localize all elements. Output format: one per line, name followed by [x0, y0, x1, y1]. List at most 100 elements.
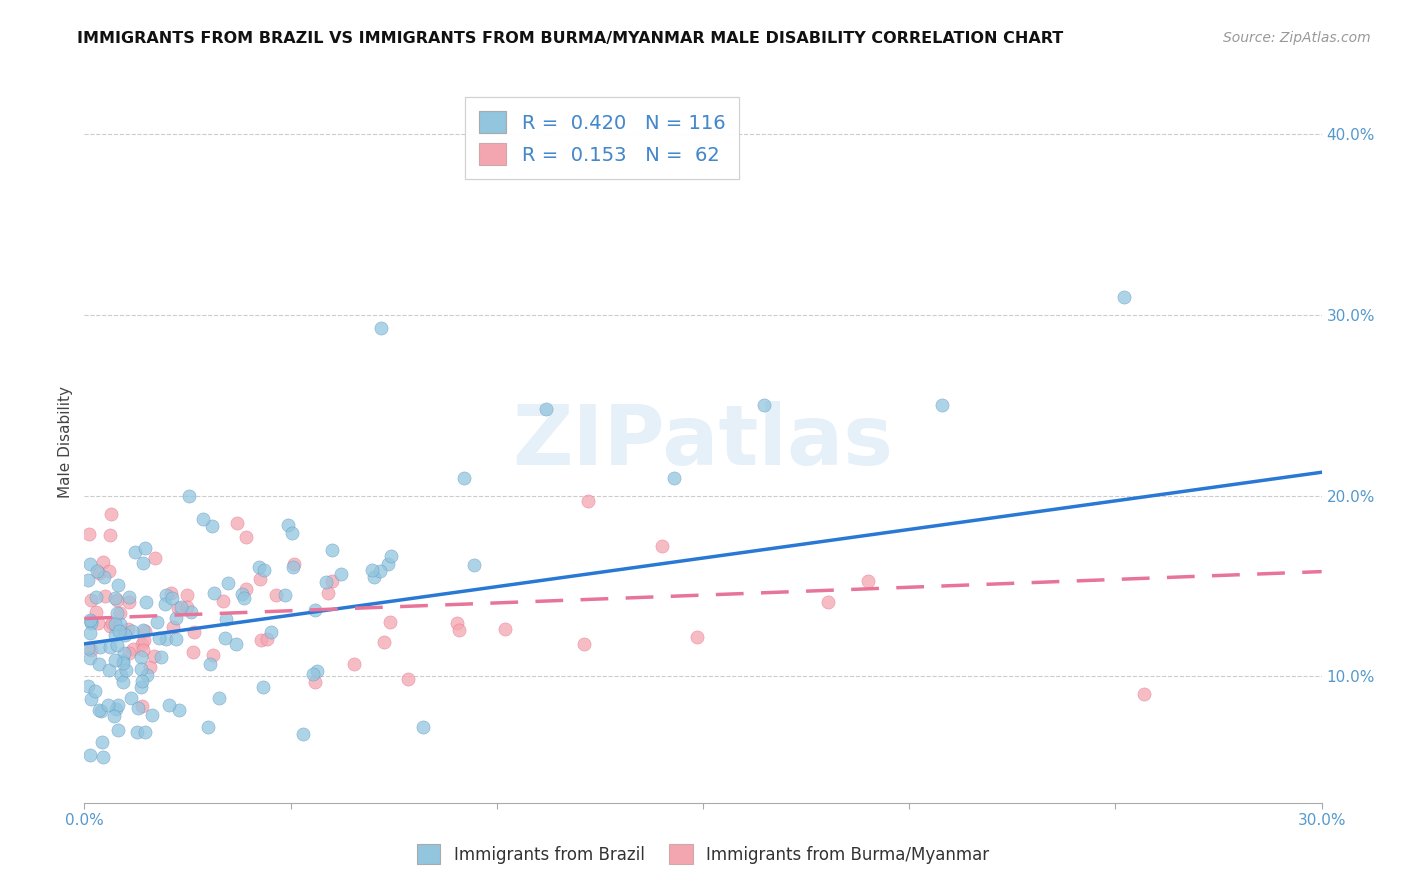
Point [124, 545, 146, 559]
Point [217, 575, 239, 590]
Point [91, 735, 114, 749]
Point [105, 638, 128, 652]
Point [118, 590, 141, 604]
Point [111, 657, 134, 671]
Point [304, 603, 326, 617]
Point [114, 625, 136, 640]
Point [197, 720, 219, 734]
Point [155, 588, 177, 602]
Point [131, 673, 153, 688]
Point [86, 564, 108, 578]
Point [108, 624, 131, 639]
Point [277, 518, 299, 533]
Point [170, 599, 193, 614]
Point [754, 398, 776, 412]
Point [89, 657, 111, 672]
Point [107, 723, 129, 737]
Point [110, 667, 132, 681]
Point [260, 624, 283, 639]
Point [1112, 290, 1135, 304]
Point [305, 664, 328, 678]
Point [214, 631, 236, 645]
Point [148, 631, 170, 645]
Point [111, 675, 134, 690]
Point [447, 623, 470, 637]
Point [180, 606, 202, 620]
Point [281, 560, 304, 574]
Text: ZIPatlas: ZIPatlas [513, 401, 893, 482]
Point [181, 645, 204, 659]
Point [200, 657, 222, 672]
Point [380, 615, 402, 630]
Point [153, 598, 176, 612]
Point [931, 398, 953, 412]
Point [112, 646, 135, 660]
Point [176, 588, 198, 602]
Point [157, 698, 180, 712]
Point [160, 585, 183, 599]
Point [117, 622, 139, 636]
Point [249, 572, 271, 586]
Point [80, 616, 103, 631]
Point [231, 587, 253, 601]
Point [129, 680, 152, 694]
Point [142, 649, 165, 664]
Point [93, 569, 115, 583]
Point [183, 624, 205, 639]
Point [155, 632, 177, 647]
Point [127, 701, 149, 715]
Point [250, 632, 273, 647]
Point [107, 578, 129, 592]
Point [77, 527, 100, 541]
Point [651, 539, 673, 553]
Point [131, 623, 153, 637]
Point [77, 641, 100, 656]
Point [87, 703, 110, 717]
Point [131, 638, 153, 652]
Point [87, 566, 110, 580]
Point [165, 611, 187, 625]
Point [315, 575, 337, 590]
Point [80, 643, 103, 657]
Point [121, 624, 143, 638]
Point [377, 557, 399, 571]
Point [89, 640, 111, 655]
Point [253, 563, 276, 577]
Point [79, 626, 101, 640]
Point [79, 557, 101, 571]
Point [135, 595, 157, 609]
Point [104, 617, 127, 632]
Point [343, 657, 366, 671]
Point [79, 613, 101, 627]
Point [94, 589, 117, 603]
Point [108, 607, 131, 621]
Point [127, 724, 149, 739]
Point [856, 574, 879, 588]
Point [235, 582, 257, 597]
Point [108, 616, 131, 631]
Point [160, 591, 183, 605]
Point [301, 667, 323, 681]
Point [132, 642, 155, 657]
Point [105, 592, 128, 607]
Point [98, 664, 121, 678]
Point [146, 615, 169, 629]
Point [134, 541, 156, 555]
Point [84, 683, 107, 698]
Point [90, 704, 112, 718]
Point [396, 672, 419, 686]
Point [150, 650, 173, 665]
Point [129, 650, 152, 665]
Point [176, 600, 198, 615]
Point [77, 574, 100, 588]
Point [321, 574, 343, 588]
Point [77, 679, 100, 693]
Point [446, 616, 468, 631]
Point [247, 559, 270, 574]
Point [79, 651, 101, 665]
Point [98, 527, 121, 541]
Point [252, 680, 274, 694]
Point [115, 663, 138, 677]
Point [266, 588, 288, 602]
Point [304, 674, 326, 689]
